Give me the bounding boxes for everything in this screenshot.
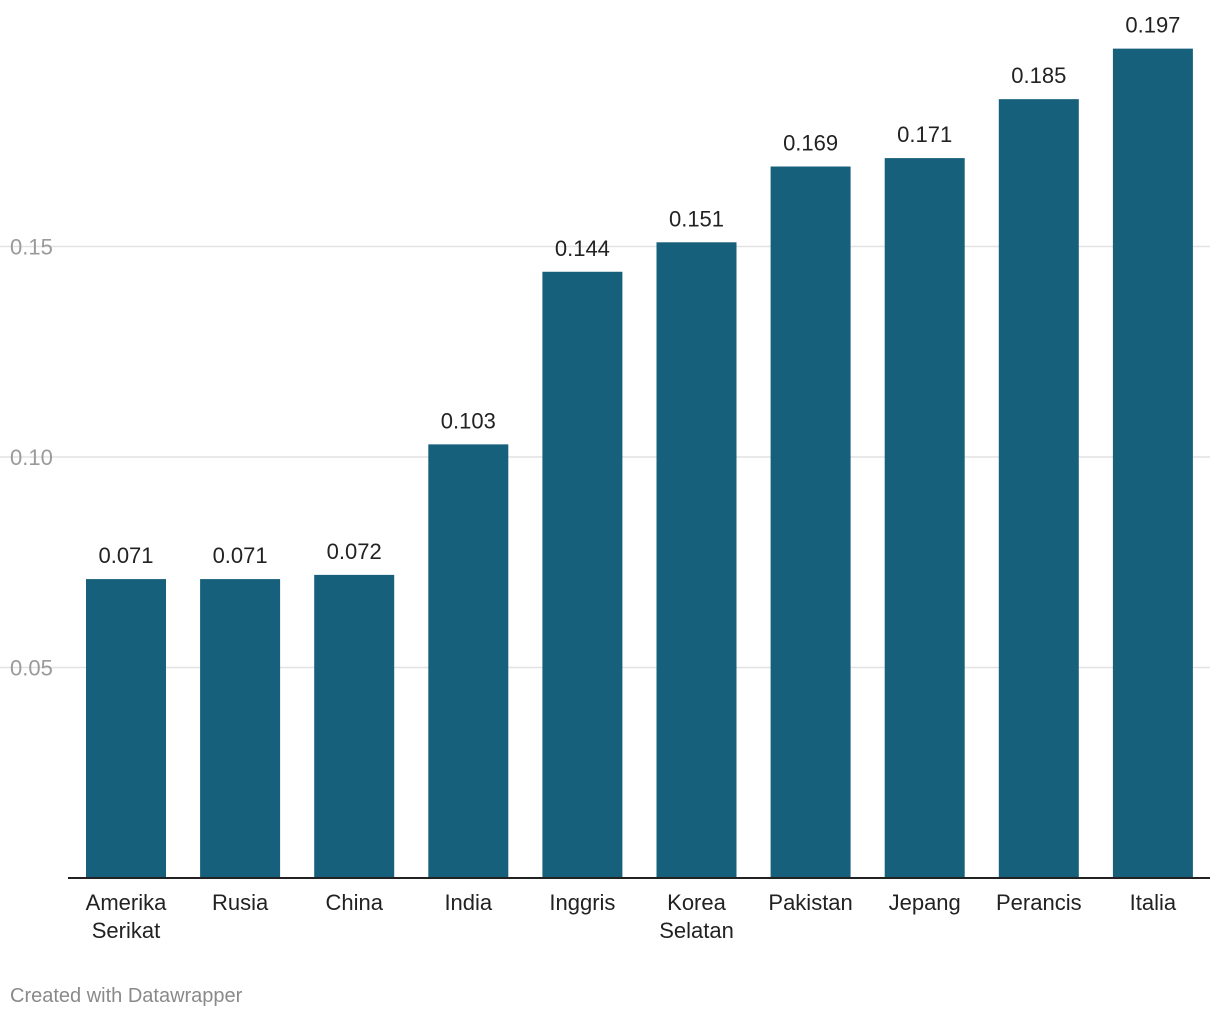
category-label: Inggris [549, 890, 615, 915]
category-label: Serikat [92, 918, 160, 943]
bar-chart: 0.05 0.10 0.15 0.071 Amerika Serikat 0.071 Rusi… [0, 13, 1210, 943]
credit-text: Created with Datawrapper [10, 985, 243, 1007]
value-label: 0.151 [669, 206, 724, 231]
category-label: Amerika [86, 890, 167, 915]
y-tick-label: 0.10 [10, 445, 53, 470]
value-label: 0.071 [98, 543, 153, 568]
category-label: Jepang [889, 890, 961, 915]
value-label: 0.169 [783, 131, 838, 156]
bar [1112, 48, 1193, 878]
value-label: 0.071 [213, 543, 268, 568]
bar [428, 444, 509, 878]
value-label: 0.103 [441, 408, 496, 433]
y-tick-label: 0.05 [10, 656, 53, 681]
category-label: Korea [667, 890, 726, 915]
bar [998, 99, 1079, 878]
bar [200, 579, 281, 878]
category-label: Rusia [212, 890, 269, 915]
category-label: Perancis [996, 890, 1082, 915]
bar [770, 166, 851, 878]
category-label: Pakistan [768, 890, 852, 915]
bar [656, 242, 737, 879]
bar [86, 579, 166, 878]
category-label: Italia [1130, 890, 1177, 915]
category-label: India [444, 890, 492, 915]
value-label: 0.171 [897, 122, 952, 147]
bar [314, 574, 395, 878]
bar [542, 271, 623, 878]
value-label: 0.197 [1125, 13, 1180, 38]
value-label: 0.072 [327, 539, 382, 564]
bar [884, 158, 965, 879]
category-label: Selatan [659, 918, 734, 943]
value-label: 0.185 [1011, 63, 1066, 88]
value-label: 0.144 [555, 236, 610, 261]
y-tick-label: 0.15 [10, 235, 53, 260]
category-label: China [325, 890, 383, 915]
